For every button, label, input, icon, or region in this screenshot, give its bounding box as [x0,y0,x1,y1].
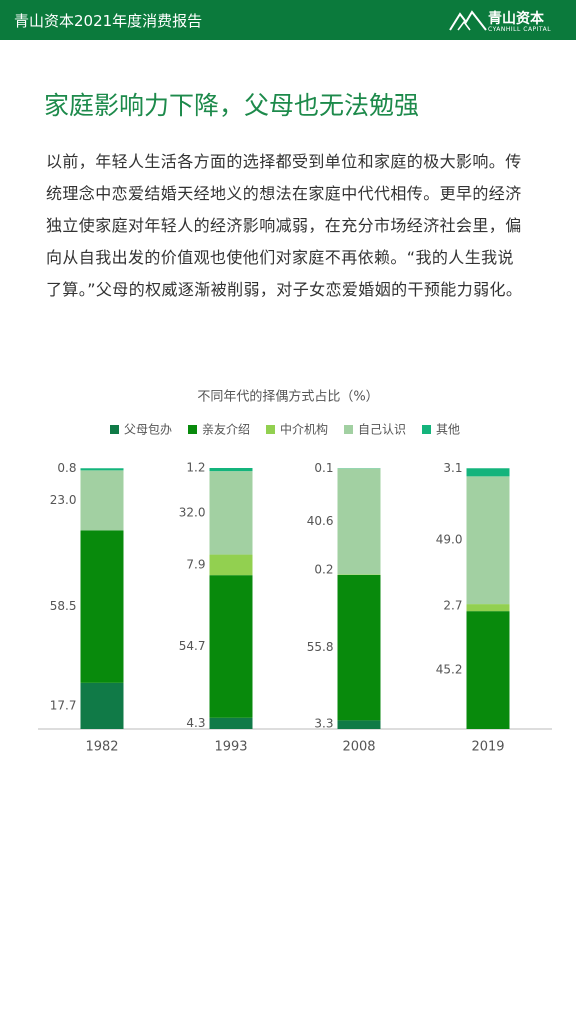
legend-label: 中介机构 [280,422,328,437]
paragraph-line: 了算。”父母的权威逐渐被削弱，对子女恋爱婚姻的干预能力弱化。 [46,280,523,299]
bar-segment [80,530,124,683]
data-label: 54.7 [179,639,206,653]
legend-label: 父母包办 [124,422,172,437]
bar-segment [209,575,253,718]
data-label: 58.5 [50,599,77,613]
data-label: 40.6 [307,514,334,528]
logo-text: 青山资本 [488,11,544,27]
heading: 家庭影响力下降，父母也无法勉强 [44,91,420,120]
legend-label: 其他 [436,423,460,437]
logo-subtext: CYANHILL CAPITAL [488,26,552,33]
bar-segment [466,611,510,729]
x-tick-label: 2019 [471,740,504,755]
data-label: 0.8 [57,461,76,475]
bar-segment [466,468,510,477]
data-label: 55.8 [307,640,334,654]
bar-segment [337,720,381,729]
x-tick-label: 1982 [85,740,118,755]
bar-segment [466,476,510,605]
data-label: 0.1 [314,461,333,475]
x-tick-label: 2008 [342,740,375,755]
paragraph-line: 向从自我出发的价值观也使他们对家庭不再依赖。“我的人生我说 [46,248,514,267]
data-label: 3.3 [314,717,333,731]
data-label: 17.7 [50,698,77,712]
legend-swatch [344,425,353,434]
bar-segment [80,468,124,471]
legend-swatch [188,425,197,434]
paragraph: 以前，年轻人生活各方面的选择都受到单位和家庭的极大影响。传 统理念中恋爱结婚天经地… [46,146,546,306]
bar-segment [209,468,253,472]
paragraph-line: 独立使家庭对年轻人的经济影响减弱，在充分市场经济社会里，偏 [46,216,522,235]
bar-segment [80,682,124,729]
data-label: 0.2 [314,562,333,576]
legend-label: 亲友介绍 [202,423,250,437]
bar-segment [209,554,253,576]
paragraph-line: 以前，年轻人生活各方面的选择都受到单位和家庭的极大影响。传 [46,152,522,171]
data-label: 3.1 [443,461,462,475]
bar-segment [337,574,381,721]
chart-title: 不同年代的择偶方式占比（%） [197,389,378,405]
header: 青山资本2021年度消费报告 青山资本 CYANHILL CAPITAL [0,0,576,40]
data-label: 1.2 [186,461,205,475]
data-label: 49.0 [436,533,463,547]
data-label: 32.0 [179,505,206,519]
header-title: 青山资本2021年度消费报告 [14,12,203,30]
legend-swatch [110,425,119,434]
bar-segment [337,574,381,575]
data-label: 23.0 [50,493,77,507]
paragraph-line: 统理念中恋爱结婚天经地义的想法在家庭中代代相传。更早的经济 [46,184,522,203]
legend-label: 自己认识 [358,423,406,437]
x-tick-label: 1993 [214,740,247,755]
bar-segment [209,471,253,555]
data-label: 45.2 [436,663,463,677]
legend-swatch [266,425,275,434]
bar-segment [80,470,124,531]
data-label: 7.9 [186,557,205,571]
legend-swatch [422,425,431,434]
bar-segment [337,468,381,575]
bar-segment [466,604,510,612]
data-label: 4.3 [186,716,205,730]
bar-segment [209,717,253,729]
logo-icon [449,10,487,31]
data-label: 2.7 [443,599,462,613]
